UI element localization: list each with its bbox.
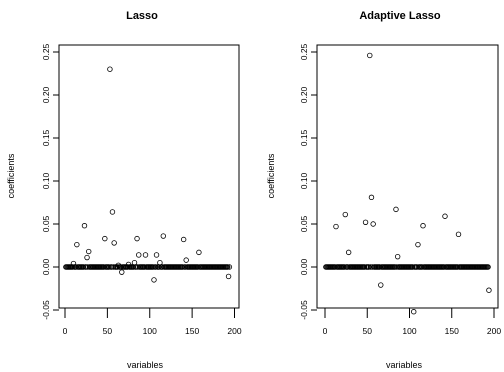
data-point — [74, 241, 80, 248]
x-tick-label: 100 — [143, 326, 157, 336]
data-point — [486, 287, 492, 293]
x-axis: 0 50 100 150 200 — [323, 307, 501, 336]
panel-lasso: Lasso 0 50 100 150 200 -0.05 0.00 0.05 0.10 0.15… — [6, 10, 242, 370]
data-point — [151, 277, 157, 283]
data-point — [420, 223, 426, 229]
y-tick-label: 0.20 — [41, 86, 51, 103]
x-axis: 0 50 100 150 200 — [63, 307, 242, 336]
data-point — [134, 235, 140, 242]
data-point — [107, 66, 113, 72]
y-tick-label: 0.10 — [41, 172, 51, 189]
data-point — [196, 249, 202, 256]
data-point — [342, 211, 348, 218]
data-point — [69, 264, 76, 270]
y-tick-label: 0.05 — [299, 215, 309, 232]
x-tick-label: 100 — [402, 326, 416, 336]
y-tick-label: 0.05 — [41, 215, 51, 232]
y-tick-label: 0.15 — [41, 129, 51, 146]
data-point — [153, 252, 160, 258]
data-point — [345, 249, 352, 256]
y-tick-label: 0.25 — [41, 43, 51, 60]
y-tick-label: -0.05 — [299, 300, 309, 320]
x-axis-label: variables — [386, 360, 423, 370]
data-point — [111, 240, 117, 246]
data-point — [225, 264, 231, 270]
data-point — [225, 273, 232, 280]
data-point — [411, 309, 417, 315]
x-tick-label: 0 — [323, 326, 328, 336]
x-tick-label: 150 — [185, 326, 199, 336]
x-tick-label: 0 — [63, 326, 68, 336]
y-tick-label: 0.00 — [299, 258, 309, 275]
y-tick-label: 0.25 — [299, 43, 309, 60]
data-point — [183, 257, 189, 263]
x-tick-label: 200 — [487, 326, 501, 336]
data-point — [378, 282, 384, 288]
x-tick-label: 50 — [363, 326, 373, 336]
y-tick-label: -0.05 — [41, 300, 51, 320]
data-point — [442, 213, 448, 219]
data-point — [366, 264, 372, 270]
y-axis-label: coefficients — [6, 153, 16, 198]
data-point — [394, 253, 401, 260]
data-point — [455, 231, 462, 238]
data-point — [81, 223, 88, 229]
x-tick-label: 150 — [445, 326, 459, 336]
data-point — [84, 254, 90, 261]
y-axis: -0.05 0.00 0.05 0.10 0.15 0.20 0.25 — [299, 43, 317, 320]
data-point — [119, 269, 125, 275]
x-tick-label: 200 — [227, 326, 241, 336]
y-tick-label: 0.20 — [299, 86, 309, 103]
data-point — [393, 206, 399, 213]
y-axis-label: coefficients — [266, 153, 276, 198]
x-axis-label: variables — [127, 360, 164, 370]
data-point — [367, 52, 373, 59]
data-point — [152, 264, 159, 270]
y-tick-label: 0.10 — [299, 172, 309, 189]
data-point — [485, 264, 491, 270]
y-tick-label: 0.15 — [299, 129, 309, 146]
data-point — [362, 219, 369, 225]
data-point — [415, 241, 421, 248]
data-point — [341, 264, 348, 270]
chart-title: Adaptive Lasso — [359, 10, 441, 22]
data-point — [86, 248, 92, 255]
data-point — [142, 252, 149, 258]
y-tick-label: 0.00 — [41, 258, 51, 275]
data-point — [136, 252, 142, 258]
data-points — [323, 52, 492, 315]
data-point — [333, 223, 339, 230]
data-point — [368, 194, 375, 201]
data-point — [370, 221, 376, 227]
data-point — [102, 235, 108, 242]
x-tick-label: 50 — [103, 326, 113, 336]
data-points — [63, 66, 233, 283]
data-point — [109, 209, 116, 215]
data-point — [160, 233, 167, 239]
data-point — [226, 264, 233, 270]
panel-adaptive-lasso: Adaptive Lasso 0 50 100 150 200 -0.05 0.00 0.0… — [266, 10, 501, 370]
chart-title: Lasso — [126, 10, 158, 22]
data-point — [180, 236, 187, 243]
y-axis: -0.05 0.00 0.05 0.10 0.15 0.20 0.25 — [41, 43, 59, 320]
